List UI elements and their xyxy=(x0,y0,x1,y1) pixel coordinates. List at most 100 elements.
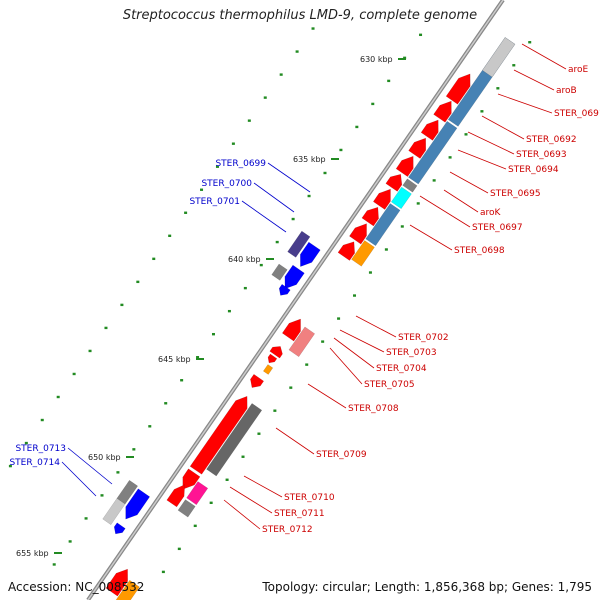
tick-dot xyxy=(496,87,500,90)
forward-gene-arrow xyxy=(420,119,439,141)
gene-label: STER_0692 xyxy=(526,135,577,145)
gene-label: aroB xyxy=(556,86,577,96)
tick-dot xyxy=(295,50,299,53)
tick-dot xyxy=(241,455,245,458)
gene-label: STER_0697 xyxy=(472,223,523,233)
gene-label: STER_0694 xyxy=(508,165,559,175)
label-leader-line xyxy=(467,131,515,155)
tick-dot xyxy=(148,425,152,428)
label-leader-line xyxy=(513,69,555,91)
tick-dot xyxy=(273,409,277,412)
forward-gene-arrow xyxy=(433,100,452,123)
cog-block xyxy=(102,498,126,526)
tick-dot xyxy=(200,188,204,191)
tick-dot xyxy=(403,56,407,60)
scale-tick-label: 635 kbp xyxy=(293,155,326,164)
label-leader-line xyxy=(339,329,385,353)
tick-dot xyxy=(355,125,359,129)
gene-label: STER_0702 xyxy=(398,333,449,343)
gene-label: STER_0708 xyxy=(348,404,399,414)
gene-label: STER_0705 xyxy=(364,380,415,390)
tick-dot xyxy=(289,386,293,389)
reverse-gene-arrow xyxy=(182,468,201,490)
tick-dot xyxy=(419,33,423,37)
forward-gene-arrow xyxy=(385,173,403,192)
label-leader-line xyxy=(457,149,507,170)
tick-dot xyxy=(275,240,279,244)
label-leader-line xyxy=(267,162,311,193)
tick-dot xyxy=(432,179,436,182)
forward-gene-arrow xyxy=(337,241,355,261)
gene-label: STER_0712 xyxy=(262,525,313,535)
cog-block xyxy=(186,481,209,506)
forward-gene-arrow xyxy=(105,568,128,597)
gene-label: STER_0693 xyxy=(516,150,567,160)
tick-dot xyxy=(196,356,200,359)
tick-dot xyxy=(132,448,136,451)
forward-gene-arrow xyxy=(166,484,186,508)
reverse-gene-arrow xyxy=(300,241,321,267)
accession-label: Accession: NC_008532 xyxy=(8,580,145,594)
tick-dot xyxy=(193,524,197,528)
tick-dot xyxy=(184,211,188,214)
gene-label: STER_0709 xyxy=(316,450,367,460)
tick-dot xyxy=(68,540,72,543)
tick-dot xyxy=(8,464,12,468)
label-leader-line xyxy=(229,486,273,514)
cog-block xyxy=(390,186,412,210)
tick-dot xyxy=(152,257,156,261)
scale-tick-label: 655 kbp xyxy=(16,549,49,558)
tick-dot xyxy=(416,202,420,205)
gene-label: aroK xyxy=(480,208,502,218)
gene-label: STER_0713 xyxy=(15,444,66,454)
tick-dot xyxy=(100,494,104,497)
tick-dot xyxy=(307,194,311,198)
label-leader-line xyxy=(333,337,375,369)
tick-dot xyxy=(24,441,28,445)
tick-dot xyxy=(72,372,76,376)
tick-dot xyxy=(104,326,108,330)
gene-label: STER_0701 xyxy=(189,197,240,207)
tick-dot xyxy=(368,271,372,274)
tick-dot xyxy=(116,471,120,474)
tick-dot xyxy=(161,570,165,574)
tick-dot xyxy=(180,379,184,382)
forward-gene-arrow xyxy=(349,223,367,245)
map-title: Streptococcus thermophilus LMD-9, comple… xyxy=(122,8,478,23)
gene-label: STER_0710 xyxy=(284,493,335,503)
tick-dot xyxy=(339,148,343,152)
reverse-gene-arrow xyxy=(125,488,151,520)
gene-label: STER_0714 xyxy=(9,458,60,468)
tick-dot xyxy=(321,340,325,343)
tick-dot xyxy=(371,102,375,106)
tick-dot xyxy=(305,363,309,366)
cog-block xyxy=(482,37,516,78)
tick-dot xyxy=(84,517,88,520)
gene-label: STER_0699 xyxy=(215,159,266,169)
tick-dot xyxy=(448,156,452,159)
label-leader-line xyxy=(481,115,525,140)
tick-dot xyxy=(243,286,247,290)
tick-dot xyxy=(353,294,357,297)
gene-label: STER_0703 xyxy=(386,348,437,358)
reverse-gene-arrow xyxy=(250,373,265,388)
label-leader-line xyxy=(355,315,397,338)
cog-block xyxy=(287,230,311,258)
label-leader-line xyxy=(67,447,113,485)
tick-dot xyxy=(225,478,229,481)
forward-gene-arrow xyxy=(408,137,427,159)
gene-label: STER_0700 xyxy=(201,179,252,189)
forward-gene-arrow xyxy=(189,395,248,475)
cog-block xyxy=(408,120,458,185)
tick-dot xyxy=(120,303,124,307)
label-leader-line xyxy=(223,499,261,530)
scale-tick-label: 640 kbp xyxy=(228,255,261,264)
topology-label: Topology: circular; Length: 1,856,368 bp… xyxy=(262,580,592,594)
tick-dot xyxy=(40,418,44,422)
backbone-inner xyxy=(87,0,504,600)
tick-dot xyxy=(259,263,263,267)
gene-label: STER_0698 xyxy=(454,246,505,256)
tick-dot xyxy=(56,395,60,399)
tick-dot xyxy=(177,547,181,551)
